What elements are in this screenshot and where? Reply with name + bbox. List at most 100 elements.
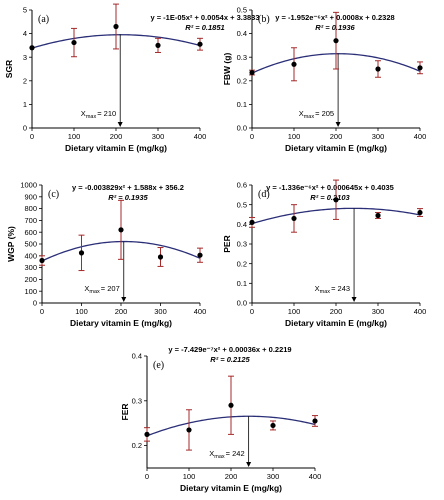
fit-r-squared: R² = 0.2125	[210, 355, 250, 364]
x-tick-label: 0	[40, 307, 44, 316]
x-tick-label: 0	[250, 132, 254, 141]
data-point	[333, 38, 339, 44]
xmax-label: Xmax= 207	[84, 284, 119, 295]
data-point	[197, 252, 203, 258]
data-point	[78, 250, 85, 256]
xmax-label-x: X	[299, 109, 304, 118]
xmax-label-sub: max	[304, 114, 315, 120]
fit-equation: y = -0.003829x² + 1.588x + 356.2	[72, 183, 184, 192]
xmax-label-x: X	[315, 284, 320, 293]
x-tick-label: 400	[414, 307, 427, 316]
y-axis-label: FER	[120, 404, 130, 421]
panel-label: (c)	[48, 189, 59, 200]
xmax-label-x: X	[209, 449, 214, 458]
y-tick-label: 0.1	[237, 100, 247, 109]
y-axis-label: PER	[222, 235, 232, 252]
data-point	[228, 402, 234, 408]
fit-equation: y = -7.429e⁻⁷x² + 0.00036x + 0.2219	[168, 345, 291, 354]
y-tick-label: 0.4	[132, 352, 142, 361]
x-tick-label: 300	[152, 132, 165, 141]
data-point	[157, 254, 164, 260]
data-point	[375, 212, 381, 219]
chart-panel-1: 0 1 2 3 4 5 0 100 200 300 400 Dietary vitamin E (mg…	[4, 3, 260, 153]
x-tick-label: 200	[225, 472, 238, 481]
y-tick-label: 0.4	[237, 220, 247, 229]
data-point	[39, 257, 45, 264]
y-tick-label: 1000	[20, 181, 37, 190]
chart-panel-4: 0.0 0.1 0.2 0.3 0.4 0.5 0.6 0 100 200 300 400 Dietar…	[222, 179, 427, 328]
data-point	[249, 69, 255, 76]
xmax-label-value: = 205	[315, 109, 334, 118]
xmax-label-value: = 210	[97, 109, 116, 118]
xmax-label-x: X	[84, 284, 89, 293]
y-tick-label: 0.2	[132, 441, 142, 450]
fit-r-squared: R² = 0.1851	[185, 23, 224, 32]
y-tick-label: 0.5	[237, 200, 247, 209]
y-tick-label: 0	[23, 124, 27, 133]
data-point	[333, 197, 339, 203]
chart-panel-3: 0 100 200 300 400 500 600 700 800 900 1000 0 100 200 3…	[6, 181, 206, 328]
data-point	[291, 215, 297, 222]
x-tick-label: 400	[414, 132, 427, 141]
y-tick-label: 0.0	[237, 124, 247, 133]
x-tick-label: 400	[309, 472, 322, 481]
y-tick-label: 1	[23, 100, 27, 109]
xmax-arrow-head	[351, 297, 357, 302]
fit-equation: y = -1.952e⁻⁶x² + 0.0008x + 0.2328	[275, 13, 394, 22]
x-tick-label: 300	[267, 472, 280, 481]
data-point	[270, 422, 276, 429]
data-point	[291, 61, 297, 67]
x-tick-label: 300	[372, 307, 385, 316]
data-point	[417, 65, 423, 71]
panel-label: (b)	[258, 14, 270, 25]
data-point	[197, 41, 203, 47]
y-tick-label: 0.3	[237, 240, 247, 249]
y-tick-label: 0.2	[237, 259, 247, 268]
fit-r-squared: R² = 0.1935	[108, 193, 148, 202]
y-tick-label: 600	[24, 228, 37, 237]
y-tick-label: 700	[24, 216, 37, 225]
x-axis-label: Dietary vitamin E (mg/kg)	[70, 318, 172, 328]
panel-label: (a)	[38, 14, 49, 25]
y-tick-label: 0.6	[237, 181, 247, 190]
x-axis-label: Dietary vitamin E (mg/kg)	[180, 483, 282, 493]
data-point	[312, 418, 318, 424]
x-tick-label: 100	[288, 307, 301, 316]
x-tick-label: 100	[183, 472, 196, 481]
x-tick-label: 0	[30, 132, 34, 141]
data-point	[144, 431, 150, 437]
y-tick-label: 0	[33, 299, 37, 308]
xmax-arrow-head	[335, 122, 341, 127]
data-point	[29, 45, 35, 51]
y-tick-label: 4	[23, 29, 27, 38]
y-tick-label: 2	[23, 76, 27, 85]
xmax-arrow-head	[121, 297, 127, 302]
data-point	[71, 39, 77, 46]
y-tick-label: 0.0	[237, 299, 247, 308]
x-tick-label: 100	[68, 132, 81, 141]
y-tick-label: 3	[23, 53, 27, 62]
data-point	[186, 427, 192, 433]
data-point	[249, 219, 255, 225]
y-tick-label: 100	[24, 287, 37, 296]
y-tick-label: 500	[24, 240, 37, 249]
y-axis-label: FBW (g)	[222, 53, 232, 86]
y-axis-label: WGP (%)	[6, 226, 16, 262]
y-tick-label: 5	[23, 6, 27, 15]
y-tick-label: 200	[24, 275, 37, 284]
fit-equation: y = -1.336e⁻⁶x² + 0.000645x + 0.4035	[266, 183, 394, 192]
xmax-arrow-head	[117, 122, 123, 127]
y-tick-label: 0.3	[237, 53, 247, 62]
y-tick-label: 900	[24, 192, 37, 201]
x-tick-label: 200	[110, 132, 123, 141]
x-axis-label: Dietary vitamin E (mg/kg)	[285, 318, 387, 328]
data-point	[155, 42, 161, 49]
fit-r-squared: R² = 0.2103	[310, 193, 350, 202]
y-tick-label: 0.5	[237, 6, 247, 15]
xmax-arrow-head	[246, 462, 252, 467]
y-tick-label: 300	[24, 263, 37, 272]
fit-equation: y = -1E-05x² + 0.0054x + 3.3833	[150, 13, 259, 22]
xmax-label-sub: max	[86, 114, 97, 120]
x-tick-label: 100	[288, 132, 301, 141]
